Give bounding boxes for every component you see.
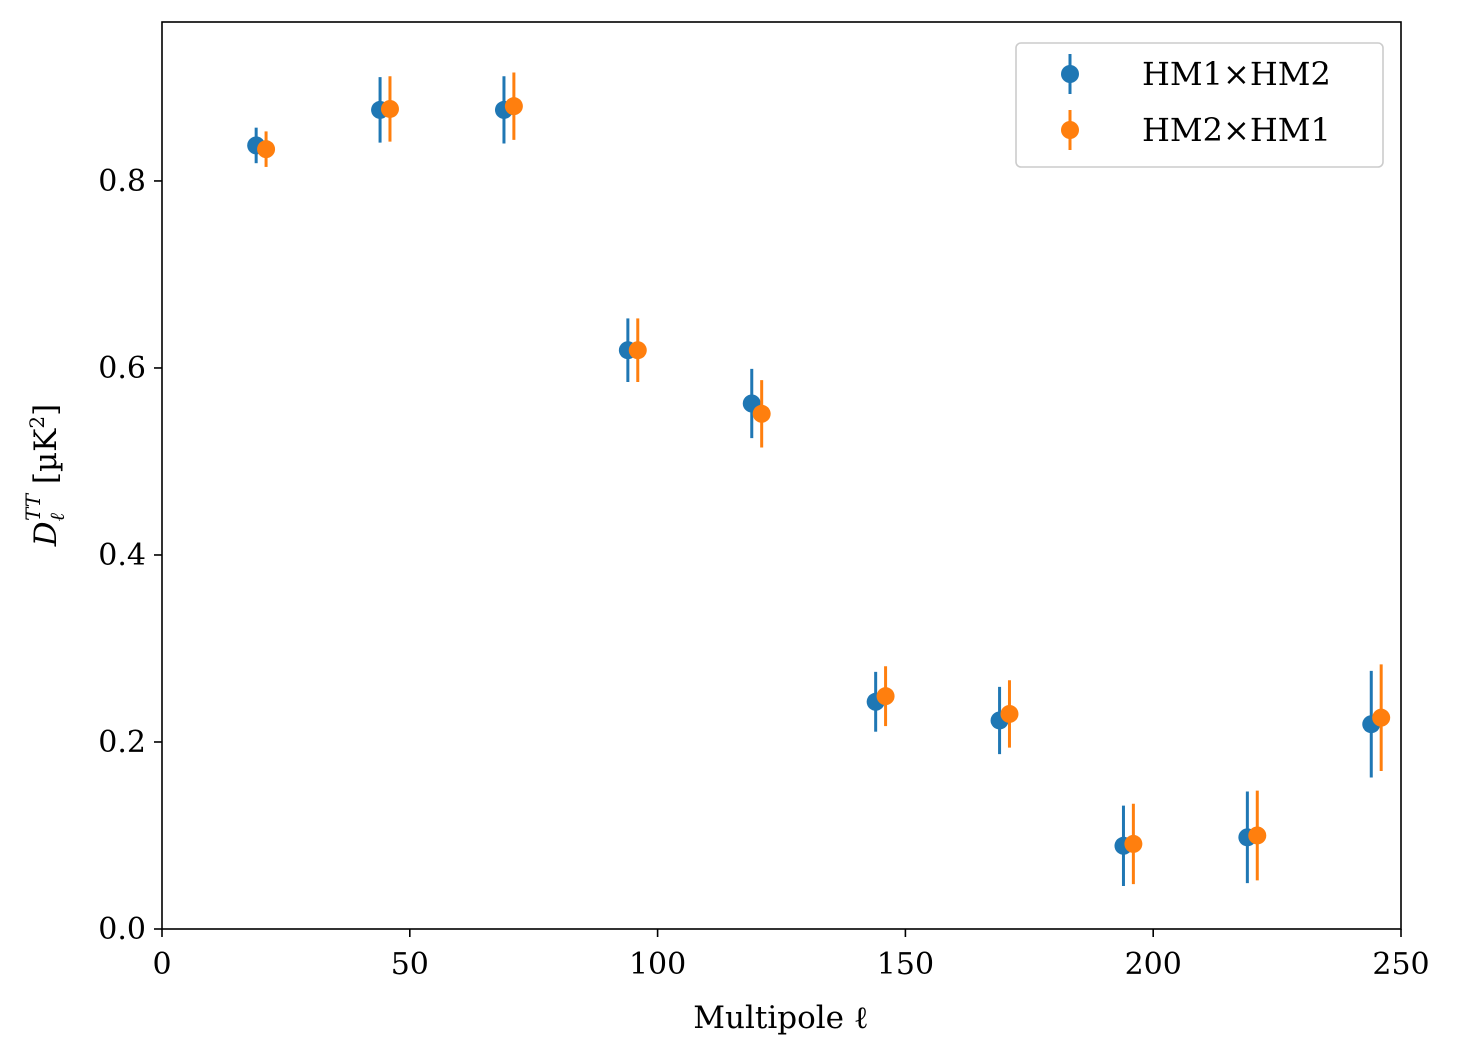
x-tick-label: 50 — [391, 947, 429, 982]
data-point — [628, 341, 647, 360]
data-point — [257, 140, 276, 159]
y-tick-label: 0.2 — [98, 725, 146, 760]
legend-frame — [1015, 42, 1384, 168]
legend: HM1×HM2 HM2×HM1 — [1015, 42, 1384, 168]
data-point — [1248, 826, 1267, 845]
y-axis-label-unit-power: 2 — [25, 416, 49, 429]
x-axis: 0 50 100 150 200 250 — [152, 929, 1430, 982]
plot-area — [162, 22, 1401, 929]
data-point — [504, 97, 523, 116]
y-tick-label: 0.4 — [98, 538, 146, 573]
plot-frame — [161, 21, 1402, 930]
legend-item-2: HM2×HM1 — [1061, 110, 1331, 150]
x-tick-label: 0 — [152, 947, 171, 982]
y-tick-label: 0.6 — [98, 351, 146, 386]
y-axis-label: DℓTT [µK2] — [21, 404, 69, 547]
data-marks — [247, 72, 1391, 886]
data-point — [1000, 704, 1019, 723]
legend-item-1: HM1×HM2 — [1061, 54, 1331, 94]
x-tick-label: 250 — [1372, 947, 1429, 982]
data-point — [876, 687, 895, 706]
data-point — [1372, 708, 1391, 727]
legend-items: HM1×HM2 HM2×HM1 — [1061, 54, 1331, 150]
data-point — [1124, 834, 1143, 853]
legend-label: HM2×HM1 — [1142, 111, 1331, 149]
y-tick-label: 0.8 — [98, 164, 146, 199]
x-tick-label: 150 — [877, 947, 934, 982]
series-2 — [257, 72, 1391, 885]
y-tick-label: 0.0 — [98, 912, 146, 947]
y-axis-label-superscript: TT — [21, 492, 45, 521]
data-point — [752, 404, 771, 423]
data-point — [380, 99, 399, 118]
y-axis: 0.0 0.2 0.4 0.6 0.8 — [98, 164, 162, 947]
legend-label: HM1×HM2 — [1142, 55, 1331, 93]
legend-marker — [1061, 121, 1079, 139]
y-axis-label-base: D — [28, 521, 64, 547]
x-tick-label: 200 — [1125, 947, 1182, 982]
x-axis-label: Multipole ℓ — [693, 1000, 868, 1036]
legend-marker — [1061, 65, 1079, 83]
y-axis-label-unit-close: ] — [28, 404, 64, 416]
x-tick-label: 100 — [629, 947, 686, 982]
y-axis-label-subscript: ℓ — [45, 512, 69, 521]
y-axis-label-unit: [µK — [28, 428, 64, 494]
